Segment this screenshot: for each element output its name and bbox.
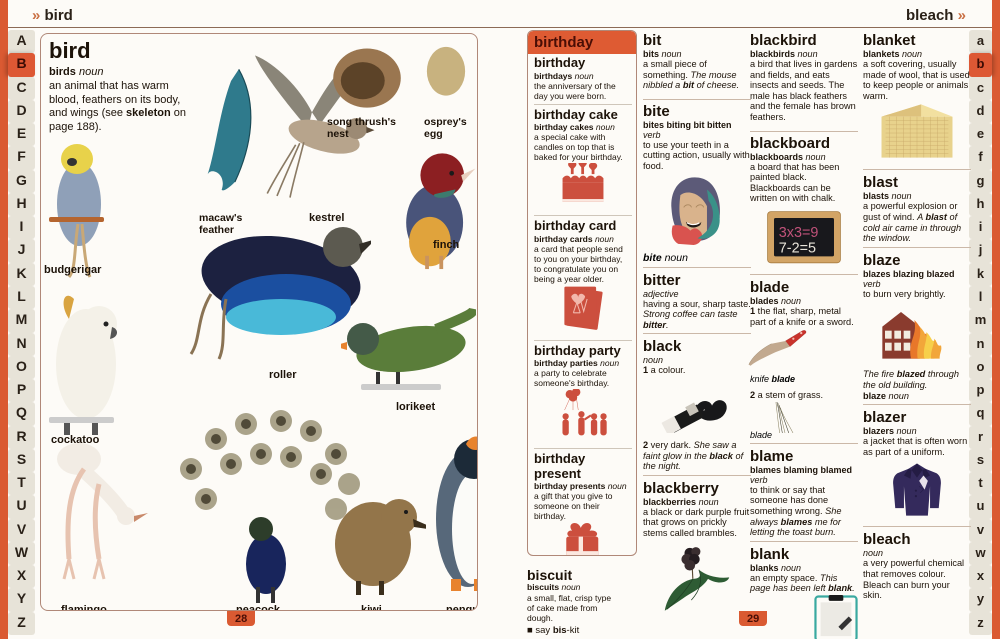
svg-text:3x3=9: 3x3=9 xyxy=(779,225,819,241)
svg-text:7-2=5: 7-2=5 xyxy=(779,240,816,256)
